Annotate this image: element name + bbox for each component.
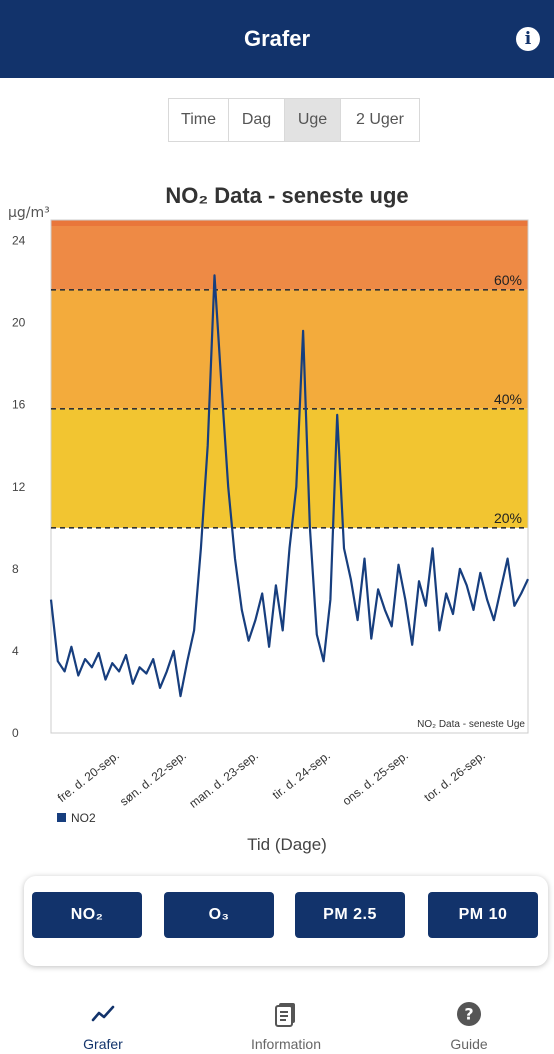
tab-dag[interactable]: Dag [229,99,285,141]
y-tick-label-24: 24 [12,234,26,248]
pm10-button[interactable]: PM 10 [428,892,538,938]
svg-text:?: ? [464,1005,473,1024]
app-header: Grafer i [0,0,554,78]
threshold-band-1 [51,289,528,409]
plot-frame [50,219,529,734]
x-tick-label-3: tir. d. 24-sep. [270,748,333,802]
y-tick-label-12: 12 [12,480,26,494]
chart-title: NO₂ Data - seneste uge [165,183,408,208]
period-selector: Time Dag Uge 2 Uger [168,98,420,142]
threshold-band-2 [51,220,528,290]
pm25-button[interactable]: PM 2.5 [295,892,405,938]
x-tick-label-5: tor. d. 26-sep. [421,748,487,804]
x-tick-label-4: ons. d. 25-sep. [340,748,411,808]
help-circle-icon: ? [457,1002,481,1026]
legend-label-no2: NO2 [71,811,96,825]
y-axis-unit: μg/m³ [8,205,50,221]
nav-item-guide[interactable]: ? Guide [409,1000,529,1052]
no2-series-line [49,274,529,698]
x-tick-label-1: søn. d. 22-sep. [117,748,189,808]
pollutant-button-panel: NO₂ O₃ PM 2.5 PM 10 [24,876,548,966]
chart-area: NO₂ Data - seneste uge μg/m³ 20% 40% 60% 0 4 8 1… [0,170,554,870]
bottom-navigation: Grafer Information ? Guide [0,990,554,1054]
tab-2-uger[interactable]: 2 Uger [355,111,405,128]
nav-label-guide: Guide [450,1036,488,1052]
threshold-label-60: 60% [494,272,522,288]
info-icon[interactable]: i [516,27,540,51]
x-tick-label-2: man. d. 23-sep. [187,748,261,810]
y-tick-label-0: 0 [12,726,19,740]
nav-label-grafer: Grafer [83,1036,123,1052]
nav-item-grafer[interactable]: Grafer [43,1000,163,1052]
no2-chart: NO₂ Data - seneste uge μg/m³ 20% 40% 60% 0 4 8 1… [8,183,529,854]
legend-swatch-no2 [57,813,66,822]
chart-watermark: NO₂ Data - seneste Uge [417,719,525,730]
threshold-label-40: 40% [494,391,522,407]
nav-item-information[interactable]: Information [226,1000,346,1052]
tab-time[interactable]: Time [169,99,229,141]
page-title: Grafer [243,26,311,51]
tab-uge[interactable]: Uge [285,99,341,141]
y-tick-label-8: 8 [12,562,19,576]
threshold-label-20: 20% [494,510,522,526]
threshold-band-0 [51,408,528,528]
y-tick-label-20: 20 [12,316,26,330]
nav-label-information: Information [250,1036,322,1052]
document-icon [275,1003,295,1027]
y-tick-label-4: 4 [12,644,19,658]
x-axis-label: Tid (Dage) [247,835,327,854]
x-tick-label-0: fre. d. 20-sep. [55,748,122,805]
o3-button[interactable]: O₃ [164,892,274,938]
no2-button[interactable]: NO₂ [32,892,142,938]
line-chart-icon [91,1005,115,1022]
top-band-edge [51,220,528,226]
y-tick-label-16: 16 [12,398,26,412]
